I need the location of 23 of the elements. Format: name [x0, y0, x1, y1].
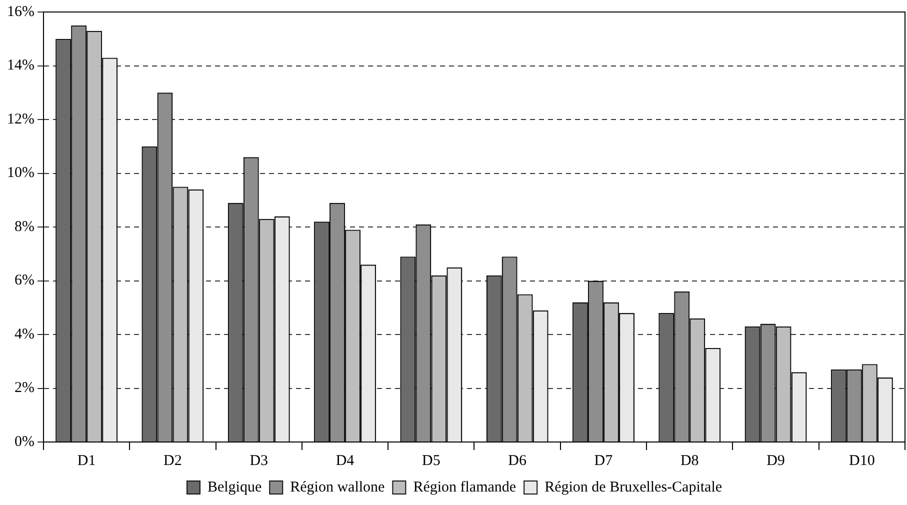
y-tick-label: 12%	[6, 111, 34, 128]
y-tick-label: 0%	[14, 434, 34, 450]
x-tick-label: D5	[422, 452, 440, 469]
y-tick-label: 16%	[6, 4, 34, 20]
x-tick-label: D1	[77, 452, 96, 469]
legend-label: Région wallone	[290, 479, 386, 496]
x-tick-label: D6	[508, 452, 527, 469]
x-tick-label: D4	[336, 452, 355, 469]
y-tick-label: 4%	[14, 326, 34, 342]
x-tick-label: D8	[680, 452, 699, 469]
x-tick-label: D7	[594, 452, 614, 469]
y-tick-label: 6%	[14, 272, 34, 289]
x-tick-label: D9	[766, 452, 785, 469]
x-tick-label: D2	[164, 452, 182, 469]
legend-label: Région de Bruxelles-Capitale	[544, 479, 722, 496]
y-tick-label: 14%	[6, 58, 34, 74]
x-tick-label: D3	[250, 452, 268, 469]
legend-label: Région flamande	[413, 479, 516, 496]
legend-label: Belgique	[207, 479, 262, 496]
x-tick-label: D10	[849, 452, 875, 469]
y-tick-label: 8%	[14, 218, 34, 235]
y-tick-label: 2%	[14, 380, 34, 396]
y-tick-label: 10%	[6, 165, 34, 182]
